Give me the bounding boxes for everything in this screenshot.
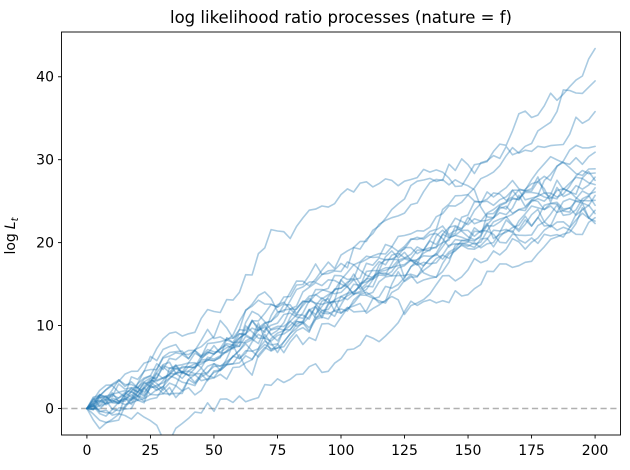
path-15 (86, 194, 596, 410)
path-4 (86, 144, 596, 410)
series-lines (61, 47, 621, 435)
path-19 (86, 212, 596, 412)
path-5 (86, 151, 596, 410)
path-6 (86, 161, 596, 410)
axes: 0 25 50 75 100 125 150 175 200 0 10 20 30 40 (36, 31, 621, 459)
path-2 (86, 80, 596, 410)
path-14 (86, 194, 596, 410)
x-tick-label: 75 (269, 443, 287, 459)
path-20 (86, 206, 596, 435)
path-17 (86, 204, 596, 411)
path-12 (86, 190, 596, 410)
path-11 (86, 187, 596, 410)
x-tick-label: 200 (582, 443, 609, 459)
y-axis-label: logLt (3, 216, 21, 254)
path-18 (86, 215, 596, 410)
x-tick-label: 175 (518, 443, 545, 459)
y-tick-label: 10 (36, 318, 54, 334)
y-tick-label: 30 (36, 152, 54, 168)
path-8 (86, 176, 596, 417)
path-1 (86, 47, 596, 410)
path-16 (86, 202, 596, 415)
y-tick-label: 20 (36, 235, 54, 251)
y-tick-label: 0 (45, 401, 54, 417)
plot-border (61, 31, 621, 436)
x-tick-label: 150 (455, 443, 482, 459)
path-9 (86, 170, 596, 424)
x-tick-label: 50 (205, 443, 223, 459)
chart-title: log likelihood ratio processes (nature =… (170, 8, 512, 27)
path-3 (86, 110, 596, 430)
x-tick-label: 25 (142, 443, 160, 459)
path-10 (86, 176, 596, 410)
x-tick-label: 125 (391, 443, 418, 459)
path-7 (86, 169, 596, 410)
x-tick-label: 100 (328, 443, 355, 459)
path-13 (86, 194, 596, 410)
x-tick-label: 0 (82, 443, 91, 459)
y-tick-label: 40 (36, 70, 54, 86)
